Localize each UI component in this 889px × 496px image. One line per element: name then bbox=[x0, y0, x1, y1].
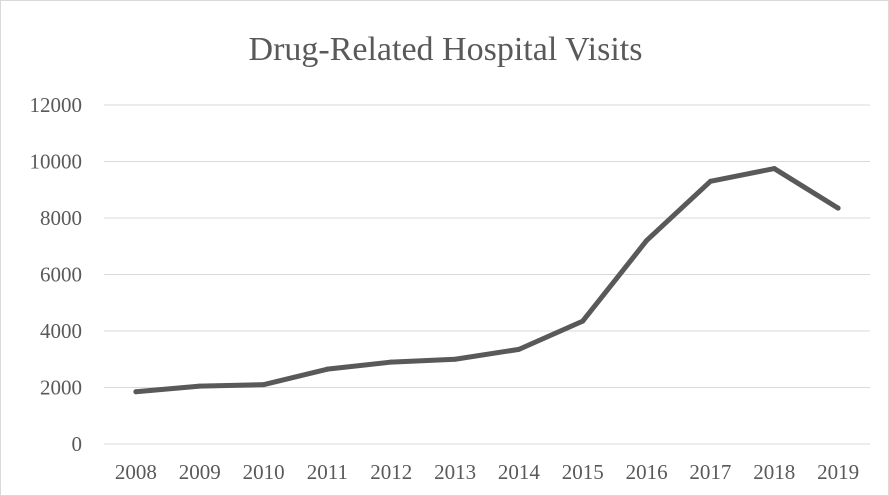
x-tick-label: 2011 bbox=[307, 460, 348, 484]
y-tick-label: 8000 bbox=[40, 206, 82, 230]
x-tick-label: 2010 bbox=[243, 460, 285, 484]
x-tick-label: 2012 bbox=[370, 460, 412, 484]
data-point bbox=[771, 166, 777, 172]
data-point bbox=[388, 359, 394, 365]
data-point bbox=[707, 178, 713, 184]
x-axis-ticks: 2008 2009 2010 2011 2012 2013 2014 2015 2016 2017… bbox=[115, 460, 859, 484]
data-point bbox=[580, 318, 586, 324]
data-point bbox=[516, 346, 522, 352]
data-point bbox=[835, 205, 841, 211]
series-layer bbox=[133, 166, 841, 395]
y-tick-label: 12000 bbox=[30, 93, 83, 117]
data-point bbox=[644, 238, 650, 244]
y-axis-ticks: 0 2000 4000 6000 8000 10000 12000 bbox=[30, 93, 83, 456]
data-point bbox=[452, 356, 458, 362]
x-tick-label: 2013 bbox=[434, 460, 476, 484]
y-tick-label: 0 bbox=[72, 432, 83, 456]
x-tick-label: 2008 bbox=[115, 460, 157, 484]
x-tick-label: 2018 bbox=[753, 460, 795, 484]
y-tick-label: 2000 bbox=[40, 376, 82, 400]
x-tick-label: 2015 bbox=[562, 460, 604, 484]
x-tick-label: 2019 bbox=[817, 460, 859, 484]
data-point bbox=[197, 383, 203, 389]
data-point bbox=[133, 389, 139, 395]
y-tick-label: 10000 bbox=[30, 150, 83, 174]
gridlines bbox=[104, 104, 870, 445]
y-tick-label: 6000 bbox=[40, 263, 82, 287]
x-tick-label: 2014 bbox=[498, 460, 541, 484]
chart-title: Drug-Related Hospital Visits bbox=[248, 31, 643, 68]
x-tick-label: 2017 bbox=[689, 460, 731, 484]
x-tick-label: 2016 bbox=[626, 460, 668, 484]
data-point bbox=[324, 366, 330, 372]
y-tick-label: 4000 bbox=[40, 319, 82, 343]
x-tick-label: 2009 bbox=[179, 460, 221, 484]
data-point bbox=[261, 382, 267, 388]
series-line bbox=[133, 166, 841, 395]
